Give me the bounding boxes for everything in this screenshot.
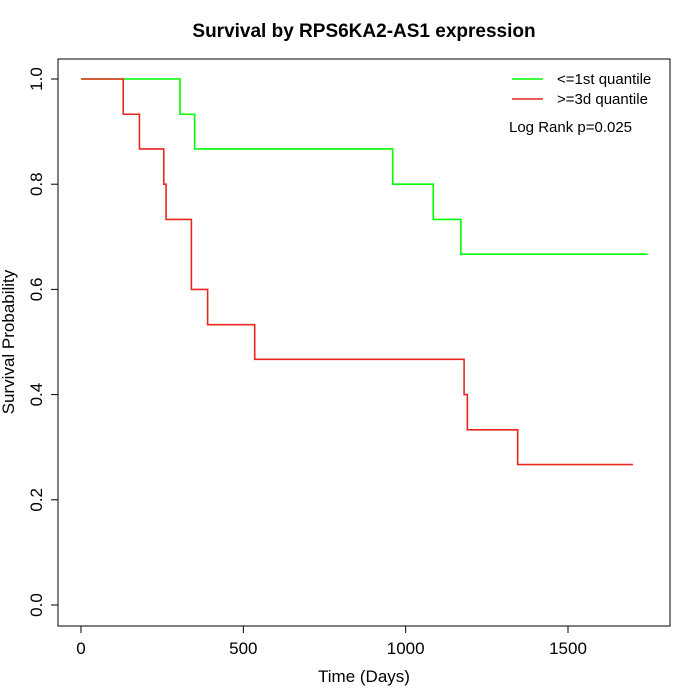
y-axis: 0.0 0.2 0.4 0.6 0.8 1.0 bbox=[27, 67, 59, 617]
log-rank-annotation: Log Rank p=0.025 bbox=[509, 119, 632, 136]
x-tick-label: 1000 bbox=[387, 639, 425, 658]
y-tick-label: 1.0 bbox=[27, 67, 46, 91]
x-axis: 0 500 1000 1500 bbox=[76, 625, 587, 658]
x-tick-label: 1500 bbox=[549, 639, 587, 658]
series-layer bbox=[81, 78, 648, 466]
y-tick-label: 0.0 bbox=[27, 593, 46, 617]
chart-title: Survival by RPS6KA2-AS1 expression bbox=[192, 21, 535, 42]
x-tick-label: 500 bbox=[229, 639, 257, 658]
y-tick-label: 0.6 bbox=[27, 278, 46, 302]
y-tick-label: 0.8 bbox=[27, 172, 46, 196]
legend-label: >=3d quantile bbox=[557, 91, 648, 108]
y-axis-label: Survival Probability bbox=[0, 269, 18, 414]
series-line-2 bbox=[81, 78, 633, 466]
y-tick-label: 0.4 bbox=[27, 383, 46, 407]
x-axis-label: Time (Days) bbox=[318, 667, 410, 686]
series-line-1 bbox=[81, 78, 648, 255]
legend-label: <=1st quantile bbox=[557, 71, 651, 88]
x-tick-label: 0 bbox=[76, 639, 85, 658]
legend: <=1st quantile >=3d quantile bbox=[512, 71, 651, 108]
y-tick-label: 0.2 bbox=[27, 488, 46, 512]
